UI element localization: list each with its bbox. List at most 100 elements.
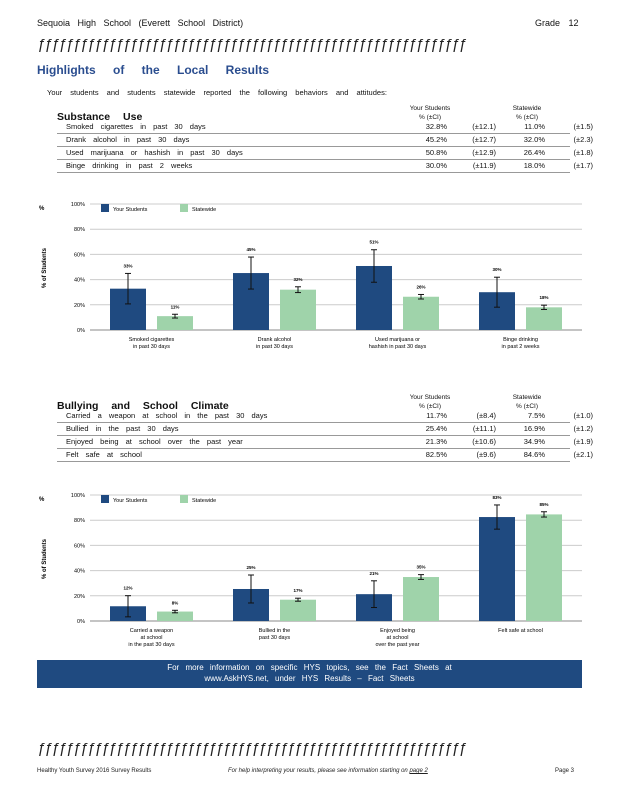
row-label: Smoked cigarettes in past 30 days (66, 122, 206, 131)
data-label: 18% (539, 295, 548, 300)
table-row: Enjoyed being at school over the past ye… (66, 437, 593, 448)
row-label: Enjoyed being at school over the past ye… (66, 437, 243, 446)
x-category-label: in the past 30 days (128, 642, 174, 648)
intro-text: Your students and students statewide rep… (47, 88, 387, 97)
your-value: 11.7% (426, 411, 447, 420)
col-head-your-2: Your Students% (±CI) (409, 394, 451, 410)
y-tick-label: 100% (71, 202, 85, 208)
data-label: 32% (293, 277, 302, 282)
footer-help: For help interpreting your results, plea… (228, 768, 428, 774)
y-tick-label: 20% (74, 594, 85, 600)
table-row: Binge drinking in past 2 weeks 30.0% (±11.… (66, 161, 593, 172)
y-axis-label: % of Students (42, 538, 48, 579)
bar (280, 289, 316, 330)
bar (479, 517, 515, 621)
data-label: 21% (369, 571, 378, 576)
legend-swatch (180, 495, 188, 503)
row-divider (57, 448, 570, 449)
legend-label: Statewide (192, 207, 216, 213)
table-row: Drank alcohol in past 30 days 45.2% (±12.7… (66, 135, 593, 146)
data-label: 85% (539, 502, 548, 507)
state-ci: (±2.1) (573, 450, 593, 459)
y-tick-label: 0% (77, 328, 85, 334)
y-tick-label: 100% (71, 493, 85, 499)
col-head-your: Your Students% (±CI) (409, 105, 451, 121)
grade-label: Grade 12 (535, 18, 579, 28)
table-row: Smoked cigarettes in past 30 days 32.8% (±… (66, 122, 593, 133)
state-value: 32.0% (523, 135, 545, 144)
row-divider (57, 133, 570, 134)
legend-label: Your Students (113, 498, 148, 504)
y-axis-marker: % (39, 497, 45, 503)
data-label: 45% (246, 247, 255, 252)
legend-label: Your Students (113, 207, 148, 213)
x-category-label: at school (140, 635, 162, 641)
data-label: 11% (171, 304, 180, 309)
state-value: 11.0% (524, 122, 545, 131)
row-label: Used marijuana or hashish in past 30 day… (66, 148, 243, 157)
data-label: 17% (293, 588, 302, 593)
y-tick-label: 60% (74, 252, 85, 258)
your-ci: (±12.1) (472, 122, 496, 131)
state-value: 16.9% (523, 424, 545, 433)
banner-line-1: For more information on specific HYS top… (167, 663, 452, 672)
table-row: Carried a weapon at school in the past 3… (66, 411, 593, 422)
data-label: 83% (492, 495, 501, 500)
your-ci: (±9.6) (476, 450, 496, 459)
data-label: 51% (369, 240, 378, 245)
y-tick-label: 0% (77, 619, 85, 625)
info-banner: For more information on specific HYS top… (37, 660, 582, 688)
legend-swatch (101, 204, 109, 212)
footer-page-link[interactable]: page 2 (409, 768, 428, 774)
school-header: Sequoia High School (Everett School Dist… (37, 18, 244, 28)
section-title-substance: Substance Use (57, 111, 143, 123)
bar (526, 514, 562, 621)
your-ci: (±12.7) (472, 135, 496, 144)
your-value: 21.3% (425, 437, 447, 446)
x-category-label: Carried a weapon (130, 628, 173, 634)
data-label: 8% (172, 600, 179, 605)
your-value: 30.0% (425, 161, 447, 170)
data-label: 25% (246, 565, 255, 570)
state-value: 18.0% (523, 161, 545, 170)
row-label: Drank alcohol in past 30 days (66, 135, 190, 144)
data-label: 30% (492, 267, 501, 272)
table-row: Bullied in the past 30 days 25.4% (±11.1) 1… (66, 424, 593, 435)
your-value: 50.8% (425, 148, 447, 157)
y-tick-label: 80% (74, 518, 85, 524)
x-category-label: Enjoyed being (380, 628, 415, 634)
bar (157, 611, 193, 621)
decorative-rule-top: ƒƒƒƒƒƒƒƒƒƒƒƒƒƒƒƒƒƒƒƒƒƒƒƒƒƒƒƒƒƒƒƒƒƒƒƒƒƒƒƒ… (37, 36, 467, 53)
state-ci: (±1.8) (573, 148, 593, 157)
bar (157, 316, 193, 330)
banner-line-2: www.AskHYS.net, under HYS Results – Fact… (204, 674, 415, 683)
page-title: Highlights of the Local Results (37, 63, 270, 77)
data-label: 33% (123, 263, 132, 268)
y-axis-marker: % (39, 206, 45, 212)
table-row: Felt safe at school 82.5% (±9.6) 84.6% (±2.1… (66, 450, 593, 461)
data-label: 35% (416, 565, 425, 570)
x-category-label: in past 30 days (256, 344, 293, 350)
x-category-label: at school (386, 635, 408, 641)
x-category-label: Drank alcohol (258, 337, 292, 343)
substance-chart: % % of Students 0% 20% 40% 60% 80% 100% Your Stu… (39, 202, 582, 350)
bar (526, 307, 562, 330)
x-category-label: Binge drinking (503, 337, 538, 343)
state-ci: (±1.2) (573, 424, 593, 433)
y-tick-label: 40% (74, 569, 85, 575)
legend-swatch (101, 495, 109, 503)
state-ci: (±1.5) (573, 122, 593, 131)
legend-swatch (180, 204, 188, 212)
bar (280, 599, 316, 621)
row-divider (57, 159, 570, 160)
decorative-rule-bottom: ƒƒƒƒƒƒƒƒƒƒƒƒƒƒƒƒƒƒƒƒƒƒƒƒƒƒƒƒƒƒƒƒƒƒƒƒƒƒƒƒ… (37, 740, 467, 757)
state-value: 7.5% (527, 411, 545, 420)
x-category-label: Felt safe at school (498, 628, 543, 634)
state-value: 84.6% (523, 450, 545, 459)
y-tick-label: 80% (74, 227, 85, 233)
row-divider (57, 461, 570, 462)
row-divider (57, 146, 570, 147)
y-tick-label: 40% (74, 278, 85, 284)
col-head-statewide-2: Statewide% (±CI) (512, 394, 542, 410)
footer-survey-title: Healthy Youth Survey 2016 Survey Results (37, 768, 152, 774)
